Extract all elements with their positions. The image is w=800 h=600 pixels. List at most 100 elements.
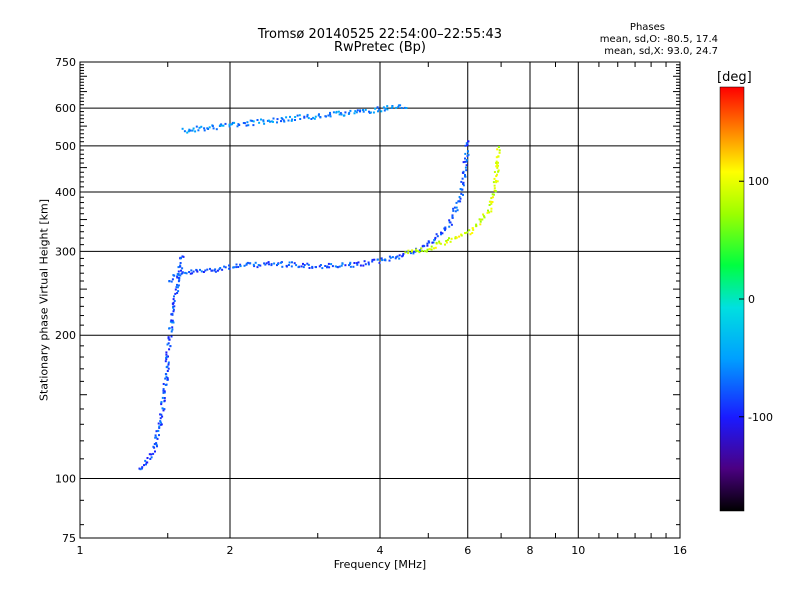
scatter-point xyxy=(369,111,372,114)
scatter-point xyxy=(197,129,200,132)
scatter-point xyxy=(388,255,391,258)
scatter-point xyxy=(270,263,273,266)
scatter-point xyxy=(180,257,182,260)
scatter-point xyxy=(448,237,450,240)
scatter-point xyxy=(402,252,405,255)
scatter-point xyxy=(462,161,465,164)
y-tick-label: 500 xyxy=(55,140,76,153)
scatter-point xyxy=(148,453,151,456)
scatter-point xyxy=(303,115,306,118)
scatter-point xyxy=(344,111,347,114)
scatter-point xyxy=(156,445,158,448)
scatter-point xyxy=(163,391,166,394)
scatter-point xyxy=(451,215,454,218)
scatter-point xyxy=(231,121,234,124)
scatter-point xyxy=(222,124,225,127)
scatter-point xyxy=(481,218,484,221)
scatter-point xyxy=(398,257,401,260)
scatter-point xyxy=(164,377,167,380)
scatter-point xyxy=(487,209,489,212)
x-tick-label: 10 xyxy=(571,544,585,557)
scatter-point xyxy=(329,115,332,118)
scatter-point xyxy=(464,152,467,155)
scatter-point xyxy=(318,113,320,116)
scatter-point xyxy=(493,171,496,173)
scatter-point xyxy=(257,264,260,266)
scatter-point xyxy=(152,452,155,455)
scatter-point xyxy=(465,169,468,172)
scatter-point xyxy=(263,122,266,125)
scatter-point xyxy=(356,263,359,266)
scatter-point xyxy=(285,265,288,268)
scatter-point xyxy=(171,278,174,281)
scatter-point xyxy=(166,377,169,380)
scatter-point xyxy=(176,275,179,278)
scatter-point xyxy=(249,119,252,122)
scatter-point xyxy=(465,160,468,163)
scatter-point xyxy=(229,123,232,126)
scatter-point xyxy=(179,262,182,264)
y-tick-label: 300 xyxy=(55,245,76,258)
scatter-point xyxy=(421,249,424,252)
scatter-point xyxy=(157,429,160,432)
scatter-point xyxy=(152,445,155,448)
scatter-point xyxy=(494,190,497,193)
scatter-point xyxy=(283,120,286,123)
scatter-point xyxy=(171,319,174,322)
scatter-point xyxy=(251,119,254,122)
scatter-point xyxy=(211,125,214,128)
scatter-point xyxy=(498,149,501,152)
scatter-point xyxy=(373,258,376,261)
scatter-point xyxy=(491,201,494,203)
scatter-point xyxy=(165,383,168,386)
scatter-point xyxy=(426,248,429,251)
y-tick-label: 200 xyxy=(55,329,76,342)
scatter-point xyxy=(469,233,472,236)
scatter-point xyxy=(479,220,482,223)
scatter-point xyxy=(302,262,304,265)
scatter-point xyxy=(450,237,453,240)
scatter-point xyxy=(256,266,259,269)
scatter-point xyxy=(172,321,175,324)
y-axis-label: Stationary phase Virtual Height [km] xyxy=(37,198,51,402)
scatter-point xyxy=(472,228,475,231)
scatter-point xyxy=(168,338,171,341)
scatter-point xyxy=(280,120,282,123)
scatter-point xyxy=(328,266,331,269)
scatter-point xyxy=(158,434,160,437)
scatter-point xyxy=(452,207,455,210)
scatter-point xyxy=(273,262,276,265)
scatter-point xyxy=(166,370,169,372)
scatter-point xyxy=(176,276,179,279)
scatter-point xyxy=(317,114,320,117)
scatter-point xyxy=(330,263,333,266)
scatter-point xyxy=(200,270,203,273)
scatter-point xyxy=(329,113,332,116)
scatter-point xyxy=(252,263,255,266)
scatter-point xyxy=(491,193,494,196)
scatter-point xyxy=(483,216,486,219)
scatter-point xyxy=(391,256,394,259)
scatter-point xyxy=(184,271,187,274)
scatter-point xyxy=(493,187,496,190)
scatter-point xyxy=(384,258,387,261)
phase-stats-heading: Phases xyxy=(629,22,665,33)
scatter-point xyxy=(482,213,485,216)
scatter-point xyxy=(364,263,367,266)
scatter-point xyxy=(426,244,429,247)
scatter-point xyxy=(290,265,293,268)
scatter-point xyxy=(331,265,334,268)
scatter-point xyxy=(218,268,221,271)
scatter-point xyxy=(440,231,442,234)
scatter-point xyxy=(475,224,478,227)
scatter-point xyxy=(321,267,324,270)
scatter-point xyxy=(363,260,366,263)
x-tick-label: 2 xyxy=(227,544,234,557)
scatter-point xyxy=(410,250,413,253)
scatter-point xyxy=(332,111,335,114)
scatter-point xyxy=(456,209,459,212)
scatter-point xyxy=(451,216,454,219)
scatter-point xyxy=(165,351,168,354)
colorbar-tick-label: 100 xyxy=(748,175,769,188)
scatter-point xyxy=(362,109,364,111)
